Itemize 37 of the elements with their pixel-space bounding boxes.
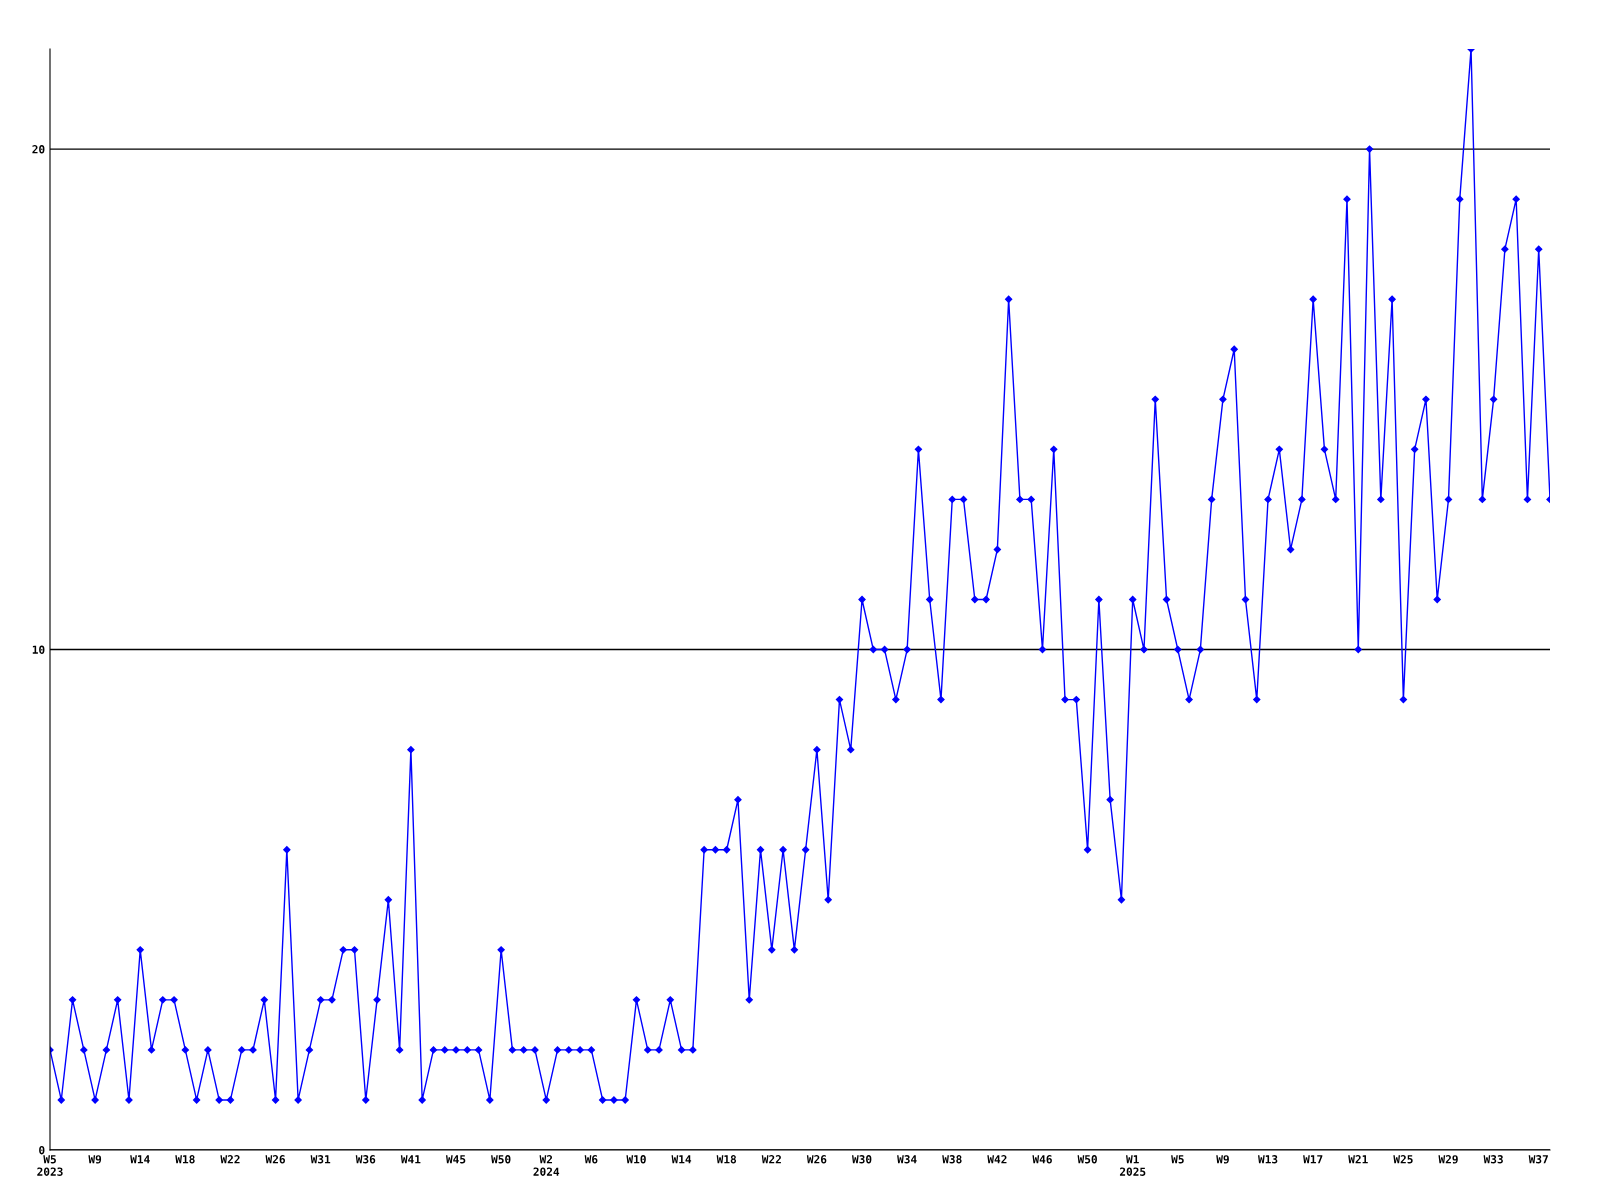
x-tick-label: W21 bbox=[1348, 1155, 1368, 1164]
x-tick-label: W50 bbox=[1077, 1155, 1097, 1164]
x-tick-label: W42 bbox=[987, 1155, 1007, 1164]
x-tick-label: W41 bbox=[400, 1155, 421, 1164]
x-tick-label: W31 bbox=[310, 1155, 331, 1164]
x-tick-label: W14 bbox=[130, 1155, 150, 1164]
x-tick-label: W14 bbox=[671, 1155, 692, 1164]
y-tick-label: 10 bbox=[32, 645, 45, 654]
x-tick-label: W5 bbox=[1171, 1155, 1184, 1164]
x-tick-label: W18 bbox=[716, 1155, 737, 1164]
x-tick-label: W22 bbox=[761, 1155, 781, 1164]
x-tick-label: W5 2023 bbox=[37, 1155, 63, 1176]
x-tick-label: W10 bbox=[626, 1155, 646, 1164]
x-tick-label: W30 bbox=[852, 1155, 872, 1164]
x-tick-label: W18 bbox=[175, 1155, 195, 1164]
x-tick-label: W6 bbox=[584, 1155, 598, 1164]
x-tick-label: W26 bbox=[265, 1155, 285, 1164]
x-tick-label: W1 2025 bbox=[1119, 1155, 1146, 1176]
y-tick-label: 0 bbox=[39, 1145, 45, 1155]
x-tick-label: W29 bbox=[1438, 1155, 1458, 1164]
x-tick-label: W36 bbox=[355, 1155, 376, 1164]
x-tick-label: W25 bbox=[1393, 1155, 1413, 1164]
x-tick-label: W9 bbox=[88, 1155, 102, 1164]
x-tick-label: W26 bbox=[806, 1155, 827, 1164]
x-tick-label: W22 bbox=[220, 1155, 240, 1164]
x-tick-label: W17 bbox=[1303, 1155, 1323, 1164]
x-tick-label: W33 bbox=[1483, 1155, 1503, 1164]
x-tick-label: W9 bbox=[1216, 1155, 1229, 1164]
x-tick-label: W13 bbox=[1258, 1155, 1278, 1164]
x-tick-label: W34 bbox=[897, 1155, 917, 1164]
x-tick-label: W2 2024 bbox=[533, 1155, 560, 1176]
x-tick-label: W46 bbox=[1032, 1155, 1052, 1164]
y-tick-label: 20 bbox=[32, 145, 45, 154]
x-tick-label: W50 bbox=[491, 1155, 511, 1164]
x-tick-label: W38 bbox=[942, 1155, 962, 1164]
x-tick-label: W45 bbox=[445, 1155, 466, 1164]
x-tick-label: W37 bbox=[1528, 1155, 1548, 1164]
